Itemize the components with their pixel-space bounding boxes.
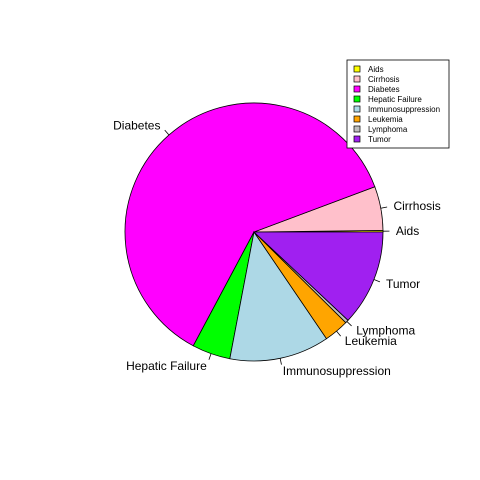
- legend-label-cirrhosis: Cirrhosis: [368, 75, 400, 84]
- legend-swatch-tumor: [353, 135, 361, 143]
- legend-label-hepatic-failure: Hepatic Failure: [368, 95, 422, 104]
- legend-swatch-aids: [353, 65, 361, 73]
- pie-slice-immunosuppression: [229, 230, 328, 362]
- slice-label-leukemia: Leukemia: [345, 334, 397, 348]
- legend-label-diabetes: Diabetes: [368, 85, 400, 94]
- legend-label-leukemia: Leukemia: [368, 115, 403, 124]
- legend-swatch-lymphoma: [353, 125, 361, 133]
- legend-label-tumor: Tumor: [368, 135, 391, 144]
- pie-slices: [124, 102, 384, 362]
- label-tick-hepatic-failure: [208, 353, 212, 360]
- slice-label-hepatic-failure: Hepatic Failure: [126, 359, 207, 373]
- legend-swatch-cirrhosis: [353, 75, 361, 83]
- slice-label-tumor: Tumor: [386, 277, 420, 291]
- slice-label-diabetes: Diabetes: [113, 118, 160, 132]
- legend-label-aids: Aids: [368, 65, 384, 74]
- label-tick-tumor: [373, 279, 381, 283]
- legend-label-lymphoma: Lymphoma: [368, 125, 408, 134]
- slice-labels: Aids Cirrhosis Diabetes Hepatic Failure Immu…: [113, 118, 441, 378]
- slice-label-cirrhosis: Cirrhosis: [393, 199, 440, 213]
- label-tick-diabetes: [164, 129, 170, 136]
- legend-box: [346, 59, 450, 149]
- label-tick-leukemia: [336, 330, 341, 337]
- legend-swatch-leukemia: [353, 115, 361, 123]
- label-tick-cirrhosis: [380, 206, 388, 209]
- legend-label-immunosuppression: Immunosuppression: [368, 105, 440, 114]
- slice-label-aids: Aids: [396, 224, 419, 238]
- pie-slice-tumor: [252, 231, 384, 321]
- legend-swatch-hepatic-failure: [353, 95, 361, 103]
- legend-swatch-diabetes: [353, 85, 361, 93]
- slice-label-lymphoma: Lymphoma: [356, 323, 415, 337]
- label-tick-immunosuppression: [279, 358, 282, 365]
- slice-label-immunosuppression: Immunosuppression: [283, 364, 391, 378]
- pie-slice-diabetes: [124, 102, 376, 347]
- legend-swatch-immunosuppression: [353, 105, 361, 113]
- label-tick-lymphoma: [346, 321, 352, 327]
